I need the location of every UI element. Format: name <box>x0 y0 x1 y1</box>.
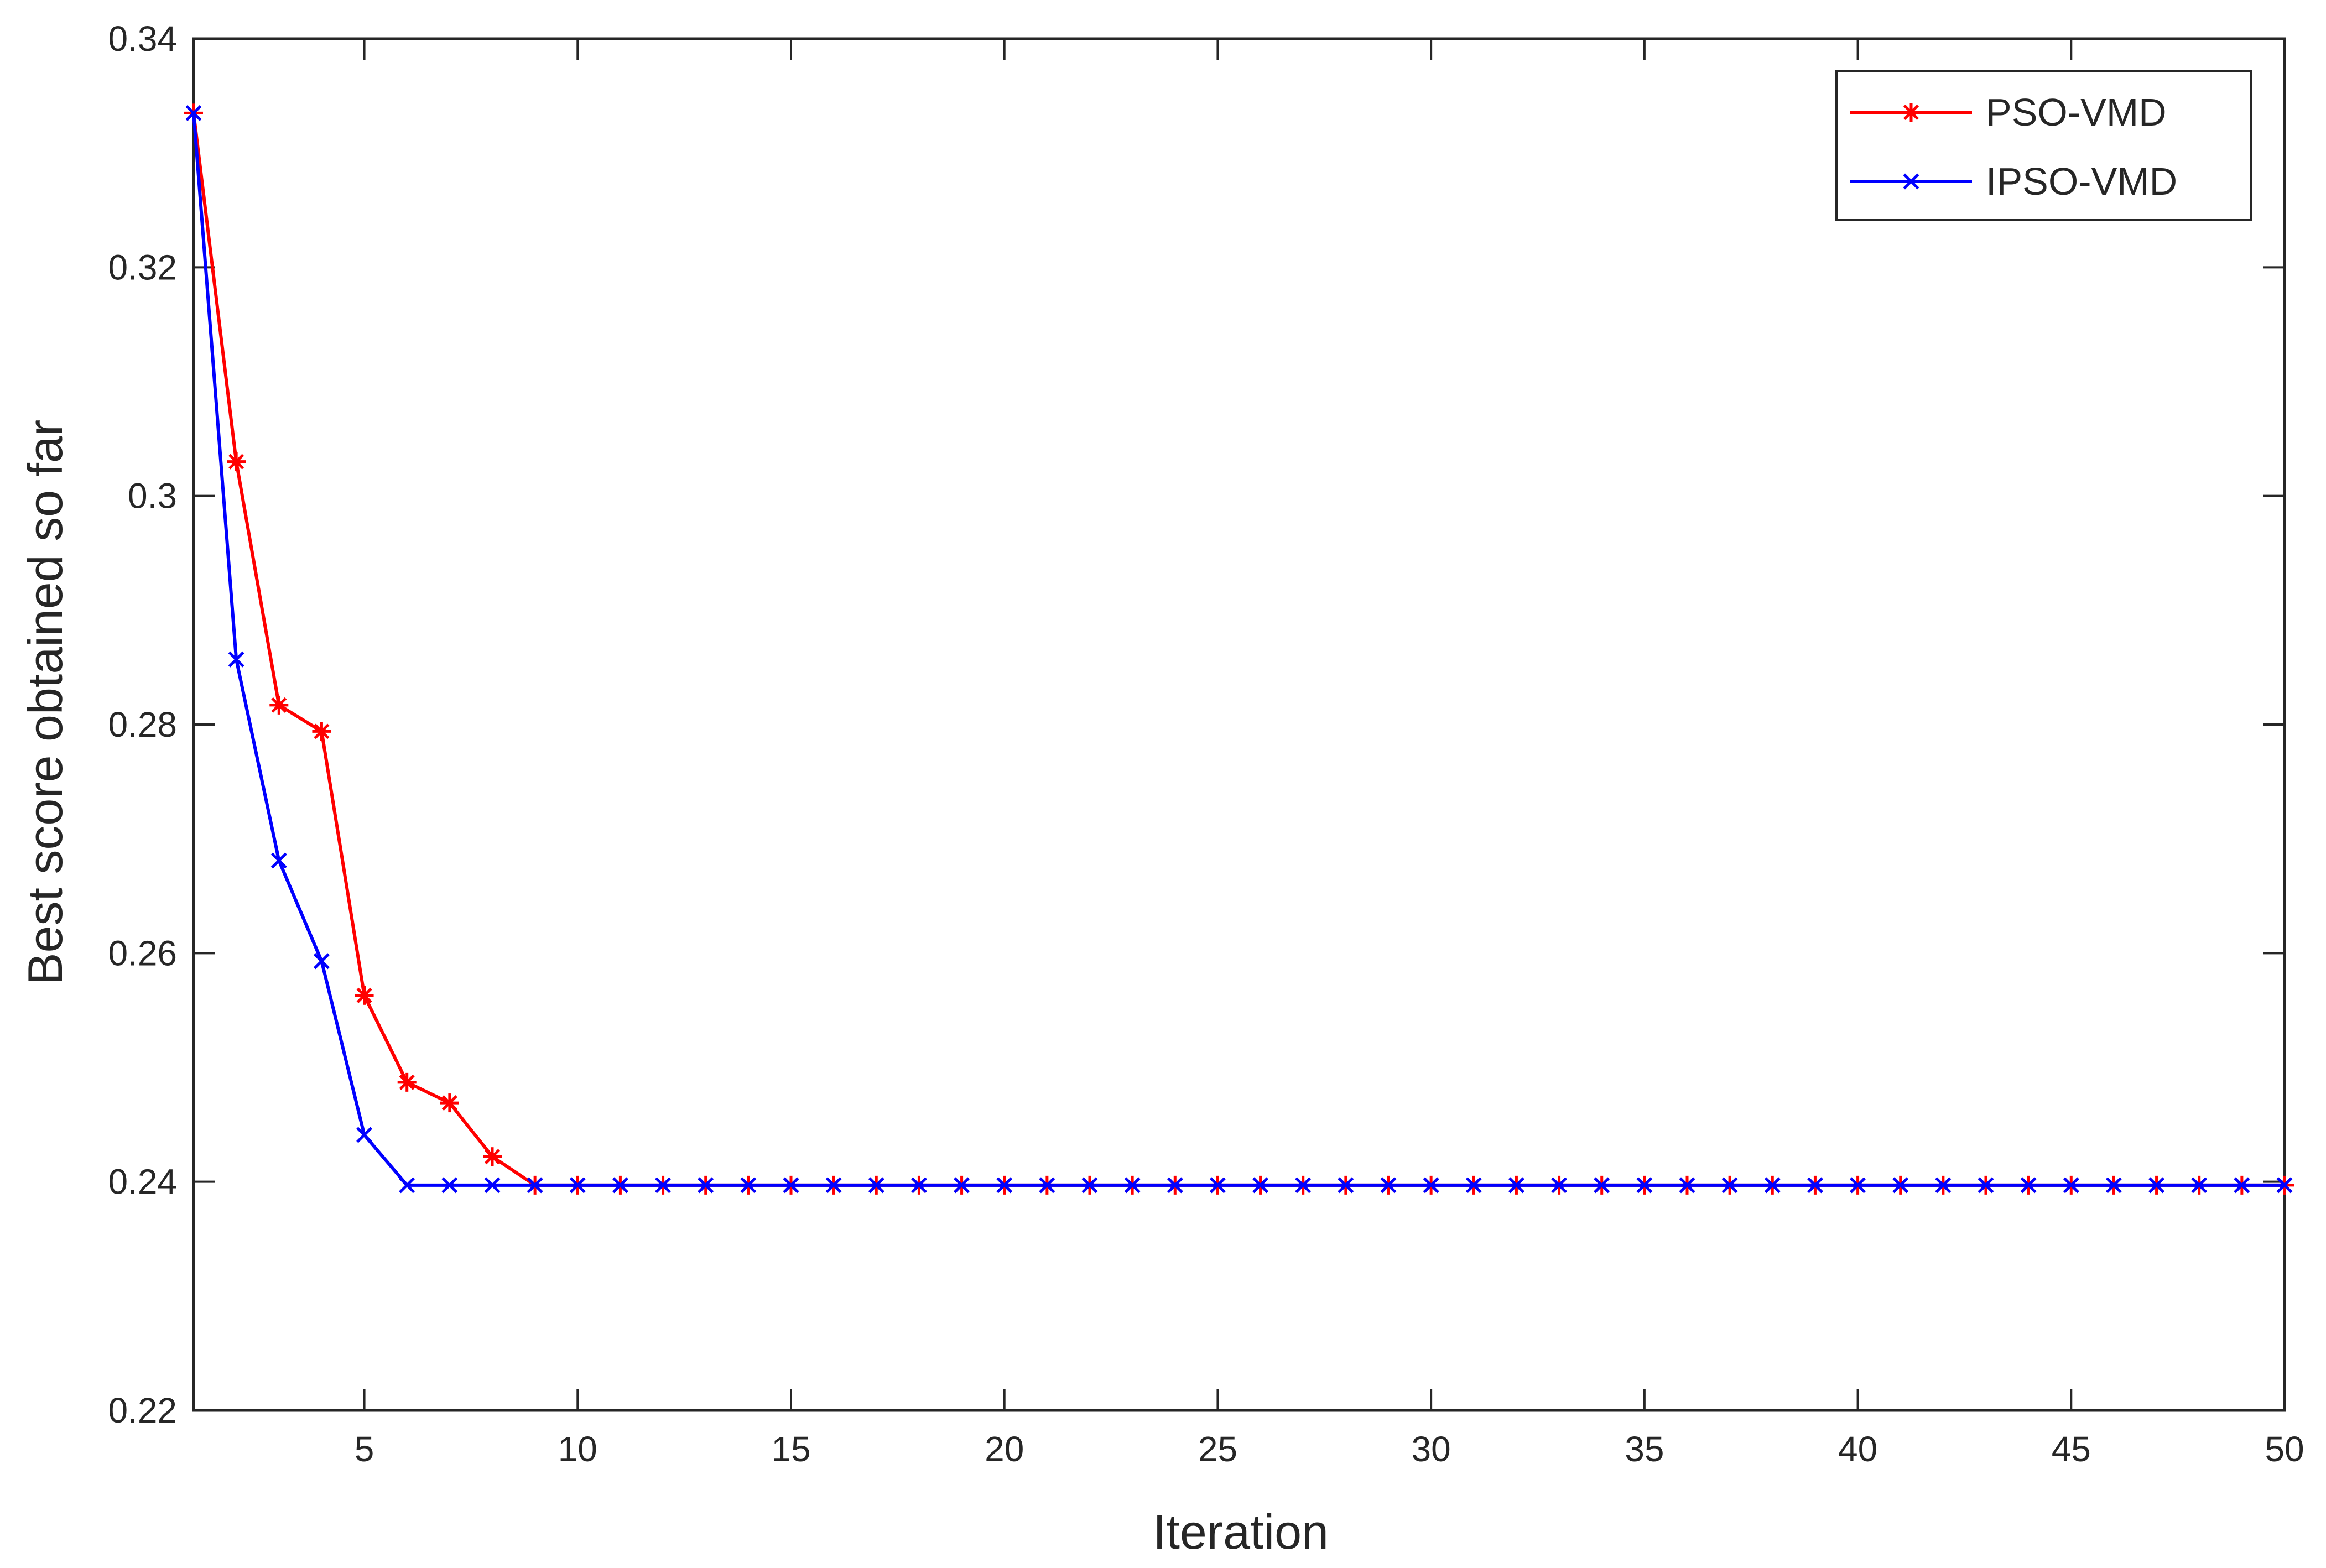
x-tick-label: 50 <box>2265 1429 2304 1469</box>
x-tick-label: 40 <box>1838 1429 1877 1469</box>
x-tick-label: 35 <box>1625 1429 1664 1469</box>
data-point <box>313 953 330 970</box>
data-point <box>2148 1177 2165 1194</box>
data-point <box>1081 1177 1098 1194</box>
data-point <box>1935 1177 1952 1194</box>
y-axis: 0.22 0.24 0.26 0.28 0.3 0.32 0.34 <box>108 19 2285 1430</box>
y-axis-label: Best score obtained so far <box>18 420 72 985</box>
data-point <box>2276 1177 2293 1194</box>
data-point <box>483 1147 502 1166</box>
data-point <box>440 1093 459 1113</box>
x-axis: 5 10 15 20 25 30 35 40 45 50 <box>355 39 2304 1469</box>
series-line <box>192 113 2285 1187</box>
x-tick-label: 15 <box>771 1429 810 1469</box>
data-point <box>612 1177 628 1194</box>
data-point <box>655 1177 672 1194</box>
y-tick-label: 0.34 <box>108 19 177 59</box>
data-point <box>2063 1177 2079 1194</box>
data-point <box>1167 1177 1183 1194</box>
legend: PSO-VMD IPSO-VMD <box>1835 70 2252 221</box>
x-tick-label: 45 <box>2052 1429 2091 1469</box>
series-layer <box>184 103 2294 1195</box>
data-point <box>399 1177 415 1194</box>
data-point <box>270 852 287 869</box>
data-point <box>1295 1177 1312 1194</box>
x-tick-label: 5 <box>355 1429 374 1469</box>
data-point <box>698 1177 714 1194</box>
data-point <box>1252 1177 1269 1194</box>
data-point <box>1380 1177 1397 1194</box>
data-point <box>356 1127 373 1143</box>
data-point <box>2191 1177 2208 1194</box>
data-point <box>227 452 246 471</box>
x-tick-label: 10 <box>558 1429 597 1469</box>
x-axis-label: Iteration <box>1153 1504 1329 1559</box>
data-point <box>1807 1177 1823 1194</box>
data-point <box>2234 1177 2250 1194</box>
data-point <box>397 1072 417 1092</box>
data-point <box>269 695 289 715</box>
x-tick-label: 30 <box>1412 1429 1451 1469</box>
y-tick-label: 0.22 <box>108 1390 177 1430</box>
y-tick-label: 0.26 <box>108 933 177 973</box>
data-point <box>569 1177 586 1194</box>
data-point <box>1679 1177 1695 1194</box>
data-point <box>740 1177 757 1194</box>
y-tick-label: 0.32 <box>108 247 177 287</box>
data-point <box>1850 1177 1866 1194</box>
legend-box <box>1835 70 2252 221</box>
legend-item: PSO-VMD <box>1850 91 2167 134</box>
data-point <box>1039 1177 1055 1194</box>
legend-label: IPSO-VMD <box>1986 160 2177 203</box>
series-IPSO-VMD <box>185 105 2293 1194</box>
data-point <box>228 651 244 668</box>
legend-marker <box>1903 173 1919 190</box>
data-point <box>1892 1177 1909 1194</box>
data-point <box>1721 1177 1738 1194</box>
data-point <box>185 105 202 121</box>
x-tick-label: 20 <box>985 1429 1024 1469</box>
data-point <box>527 1177 543 1194</box>
data-point <box>441 1177 458 1194</box>
y-tick-label: 0.28 <box>108 705 177 744</box>
data-point <box>868 1177 884 1194</box>
data-point <box>996 1177 1013 1194</box>
data-point <box>1594 1177 1610 1194</box>
data-point <box>825 1177 842 1194</box>
data-point <box>1124 1177 1141 1194</box>
data-point <box>783 1177 799 1194</box>
data-point <box>1423 1177 1439 1194</box>
data-point <box>1978 1177 1994 1194</box>
data-point <box>312 722 331 741</box>
x-tick-label: 25 <box>1198 1429 1237 1469</box>
data-point <box>1209 1177 1226 1194</box>
y-tick-label: 0.24 <box>108 1162 177 1202</box>
data-point <box>2020 1177 2037 1194</box>
data-point <box>484 1177 501 1194</box>
legend-label: PSO-VMD <box>1986 91 2167 134</box>
data-point <box>1338 1177 1354 1194</box>
data-point <box>2105 1177 2122 1194</box>
y-tick-label: 0.3 <box>128 476 177 516</box>
legend-marker <box>1902 103 1921 122</box>
legend-item: IPSO-VMD <box>1850 160 2177 203</box>
data-point <box>1636 1177 1653 1194</box>
data-point <box>1764 1177 1781 1194</box>
data-point <box>1508 1177 1524 1194</box>
data-point <box>954 1177 970 1194</box>
data-point <box>1465 1177 1482 1194</box>
data-point <box>910 1177 927 1194</box>
data-point <box>1551 1177 1568 1194</box>
data-point <box>355 986 374 1005</box>
